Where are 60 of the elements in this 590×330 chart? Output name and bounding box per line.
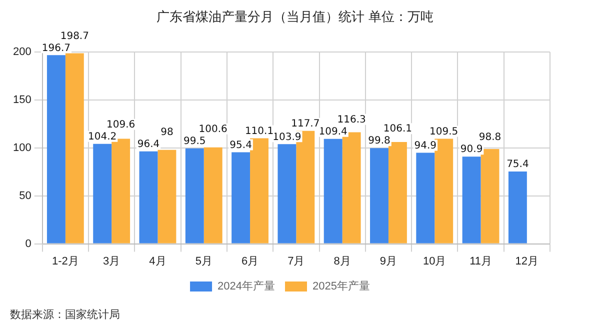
bar [139,151,158,244]
data-label: 106.1 [383,124,412,135]
data-label: 198.7 [60,30,89,42]
chart-title: 广东省煤油产量分月（当月值）统计 单位：万吨 [155,9,435,26]
data-label: 90.9 [460,144,483,156]
data-label: 95.4 [230,140,252,151]
data-label: 110.1 [244,126,274,137]
bar [370,148,388,244]
bar [508,171,527,244]
bar [462,156,481,244]
bar [232,152,250,244]
bar [93,144,112,244]
x-tick-label: 8月 [334,255,351,268]
legend-label: 2024年产量 [218,280,276,293]
data-label: 75.4 [506,159,529,170]
data-label: 117.7 [291,118,320,130]
data-label: 100.6 [198,124,228,135]
bar [204,147,222,244]
source-note: 数据来源：国家统计局 [10,307,120,322]
data-label: 94.9 [414,140,437,152]
data-label: 103.9 [272,132,302,143]
bar [480,149,500,244]
data-label: 99.8 [368,136,390,147]
bar [434,138,454,244]
bar [416,152,435,244]
data-label: 98.8 [478,132,502,144]
bar [388,142,407,244]
x-tick-label: 4月 [149,255,166,268]
bar [46,55,66,244]
x-tick-label: 1-2月 [52,255,79,268]
x-tick-label: 5月 [195,255,212,268]
bar [112,138,130,244]
data-label: 99.5 [184,136,206,147]
bar [324,138,342,244]
x-tick-label: 6月 [241,255,259,268]
y-tick-label: 0 [25,238,32,250]
data-label: 104.2 [88,131,117,142]
x-tick-label: 9月 [380,255,398,268]
y-tick-label: 100 [12,142,32,154]
x-tick-label: 12月 [515,255,539,268]
bar [185,148,204,244]
y-tick-label: 50 [19,190,32,202]
x-tick-label: 7月 [288,255,305,268]
y-tick-label: 150 [12,94,32,106]
x-tick-label: 11月 [470,255,492,268]
data-label: 116.3 [337,114,366,126]
data-label: 109.6 [106,119,136,130]
x-tick-label: 3月 [103,255,120,268]
data-label: 109.5 [430,126,458,138]
bar [65,53,84,244]
bar [158,150,176,244]
x-tick-label: 10月 [423,255,446,268]
data-label: 98 [160,126,174,138]
y-tick-label: 200 [12,46,32,58]
data-label: 196.7 [42,42,71,54]
legend-label: 2025年产量 [312,280,370,293]
data-label: 109.4 [318,126,348,138]
bar [250,138,268,244]
bar [278,144,296,244]
data-label: 96.4 [137,138,160,150]
